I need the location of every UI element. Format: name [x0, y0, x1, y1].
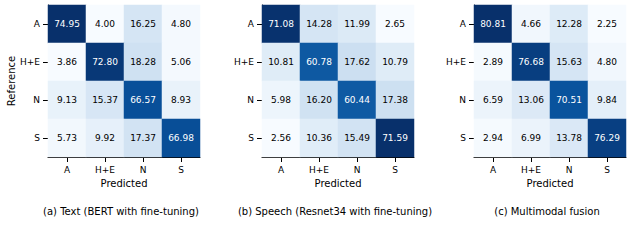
svg-text:5.98: 5.98 [271, 95, 291, 105]
svg-text:76.29: 76.29 [594, 133, 620, 143]
svg-text:A: A [278, 165, 285, 175]
svg-text:17.38: 17.38 [382, 95, 408, 105]
svg-text:A: A [248, 19, 255, 29]
svg-text:9.92: 9.92 [95, 133, 115, 143]
svg-text:8.93: 8.93 [171, 95, 191, 105]
svg-text:10.36: 10.36 [306, 133, 332, 143]
svg-text:N: N [566, 165, 573, 175]
svg-text:66.98: 66.98 [168, 133, 194, 143]
svg-text:Predicted: Predicted [101, 178, 148, 189]
svg-text:4.80: 4.80 [171, 19, 191, 29]
svg-text:5.73: 5.73 [57, 133, 77, 143]
svg-text:17.37: 17.37 [130, 133, 156, 143]
svg-text:66.57: 66.57 [130, 95, 156, 105]
svg-text:6.99: 6.99 [521, 133, 541, 143]
svg-text:9.13: 9.13 [57, 95, 77, 105]
svg-text:71.08: 71.08 [268, 19, 294, 29]
svg-text:13.06: 13.06 [518, 95, 544, 105]
svg-text:A: A [460, 19, 467, 29]
svg-text:72.80: 72.80 [92, 57, 118, 67]
svg-text:2.56: 2.56 [271, 133, 291, 143]
svg-text:N: N [459, 95, 466, 105]
svg-text:A: A [64, 165, 71, 175]
svg-text:2.25: 2.25 [597, 19, 617, 29]
svg-text:16.25: 16.25 [130, 19, 156, 29]
svg-text:N: N [33, 95, 40, 105]
svg-text:S: S [248, 133, 254, 143]
svg-text:2.89: 2.89 [483, 57, 503, 67]
svg-text:H+E: H+E [234, 57, 254, 67]
svg-text:13.78: 13.78 [556, 133, 582, 143]
svg-text:15.37: 15.37 [92, 95, 118, 105]
svg-text:12.28: 12.28 [556, 19, 582, 29]
svg-text:H+E: H+E [521, 165, 541, 175]
svg-text:60.44: 60.44 [344, 95, 370, 105]
svg-text:76.68: 76.68 [518, 57, 544, 67]
svg-text:5.06: 5.06 [171, 57, 191, 67]
svg-text:Reference: Reference [6, 56, 17, 106]
svg-text:N: N [247, 95, 254, 105]
svg-text:(c) Multimodal fusion: (c) Multimodal fusion [494, 206, 600, 217]
svg-text:(a) Text (BERT with fine-tunin: (a) Text (BERT with fine-tuning) [43, 206, 199, 217]
svg-text:4.00: 4.00 [95, 19, 115, 29]
svg-text:2.65: 2.65 [385, 19, 405, 29]
svg-text:S: S [392, 165, 398, 175]
svg-text:9.84: 9.84 [597, 95, 617, 105]
svg-text:Predicted: Predicted [527, 178, 574, 189]
svg-text:S: S [178, 165, 184, 175]
svg-text:60.78: 60.78 [306, 57, 332, 67]
svg-text:3.86: 3.86 [57, 57, 77, 67]
svg-text:H+E: H+E [20, 57, 40, 67]
svg-text:S: S [604, 165, 610, 175]
svg-text:74.95: 74.95 [54, 19, 80, 29]
svg-text:16.20: 16.20 [306, 95, 332, 105]
svg-text:14.28: 14.28 [306, 19, 332, 29]
svg-text:17.62: 17.62 [344, 57, 370, 67]
svg-text:N: N [140, 165, 147, 175]
svg-text:A: A [490, 165, 497, 175]
svg-text:H+E: H+E [95, 165, 115, 175]
svg-text:11.99: 11.99 [344, 19, 370, 29]
svg-text:S: S [34, 133, 40, 143]
svg-text:6.59: 6.59 [483, 95, 503, 105]
svg-text:A: A [34, 19, 41, 29]
svg-text:Predicted: Predicted [315, 178, 362, 189]
svg-text:N: N [354, 165, 361, 175]
svg-text:H+E: H+E [309, 165, 329, 175]
svg-text:4.80: 4.80 [597, 57, 617, 67]
svg-text:H+E: H+E [446, 57, 466, 67]
svg-text:S: S [460, 133, 466, 143]
svg-text:15.49: 15.49 [344, 133, 370, 143]
svg-text:4.66: 4.66 [521, 19, 541, 29]
svg-text:2.94: 2.94 [483, 133, 503, 143]
svg-text:71.59: 71.59 [382, 133, 408, 143]
svg-text:10.79: 10.79 [382, 57, 408, 67]
svg-text:15.63: 15.63 [556, 57, 582, 67]
svg-text:10.81: 10.81 [268, 57, 294, 67]
svg-text:18.28: 18.28 [130, 57, 156, 67]
svg-text:(b) Speech (Resnet34 with fine: (b) Speech (Resnet34 with fine-tuning) [238, 206, 432, 217]
svg-text:80.81: 80.81 [480, 19, 506, 29]
svg-text:70.51: 70.51 [556, 95, 582, 105]
